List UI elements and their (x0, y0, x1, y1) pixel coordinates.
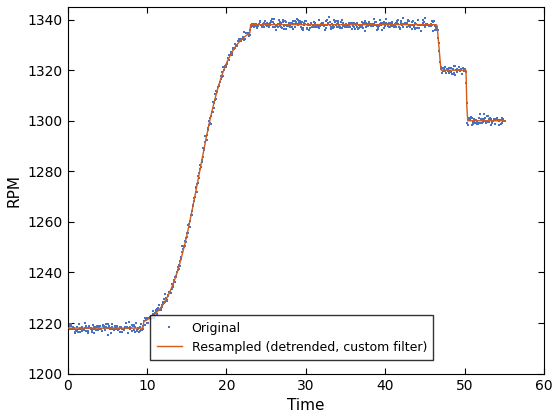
Original (105, 332, 111, 337)
Original (91, 330, 98, 335)
Resampled (detrended, custom filter) (276, 22, 282, 27)
Original (330, 25, 337, 30)
Original (319, 23, 325, 28)
Original (441, 68, 448, 74)
Y-axis label: RPM: RPM (7, 174, 22, 207)
Resampled (detrended, custom filter) (325, 22, 332, 27)
Resampled (detrended, custom filter) (423, 22, 430, 27)
Original (344, 22, 351, 27)
Resampled (detrended, custom filter) (492, 118, 498, 123)
Original (501, 118, 508, 123)
X-axis label: Time: Time (287, 398, 325, 413)
Line: Resampled (detrended, custom filter): Resampled (detrended, custom filter) (68, 25, 505, 328)
Original (64, 324, 71, 329)
Original (396, 26, 403, 32)
Resampled (detrended, custom filter) (64, 326, 71, 331)
Resampled (detrended, custom filter) (248, 22, 254, 27)
Line: Original: Original (66, 16, 506, 336)
Resampled (detrended, custom filter) (273, 22, 279, 27)
Original (325, 14, 332, 19)
Resampled (detrended, custom filter) (501, 118, 508, 123)
Resampled (detrended, custom filter) (301, 22, 308, 27)
Legend: Original, Resampled (detrended, custom filter): Original, Resampled (detrended, custom f… (150, 315, 433, 360)
